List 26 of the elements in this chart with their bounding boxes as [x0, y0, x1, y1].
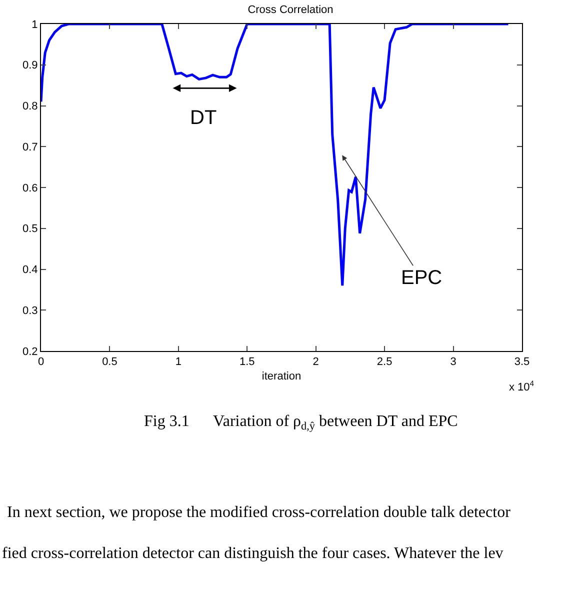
- y-tick-label: 0.6: [22, 182, 38, 194]
- line-series: [41, 24, 510, 287]
- y-tick-label: 0.3: [22, 304, 38, 317]
- x-tick-label: 2: [312, 356, 319, 368]
- chart-title: Cross Correlation: [248, 4, 334, 16]
- caption: Fig 3.1 Variation of ρ$_{d,ŷ}$ between DT and EPC: [144, 413, 458, 432]
- y-tick-label: 1: [32, 18, 38, 31]
- x-tick-label: 2.5: [376, 356, 392, 368]
- annotation: EPC: [401, 267, 442, 289]
- y-tick-label: 0.8: [22, 100, 38, 113]
- y-tick-label: 0.5: [22, 223, 38, 236]
- text: x 10$^{4}$: [509, 379, 535, 394]
- y-tick-label: 0.7: [22, 141, 38, 154]
- x-tick-label: 1.5: [239, 356, 255, 368]
- y-tick-label: 0.4: [22, 264, 38, 276]
- y-tick-label: 0.9: [22, 60, 38, 72]
- x-tick-label: 0: [38, 356, 44, 368]
- y-tick-label: 0.2: [22, 346, 38, 358]
- x-axis-title: iteration: [262, 370, 302, 382]
- text: In next section, we propose the modified cross-correlation double talk detector: [7, 504, 512, 521]
- annotation: DT: [190, 107, 217, 129]
- x-tick-label: 0.5: [102, 356, 118, 368]
- text: fied cross-correlation detector can distinguish the four cases. Whatever the lev: [2, 545, 504, 562]
- x-tick-label: 1: [175, 356, 182, 368]
- x-tick-label: 3: [450, 356, 456, 368]
- x-tick-label: 3.5: [514, 356, 530, 368]
